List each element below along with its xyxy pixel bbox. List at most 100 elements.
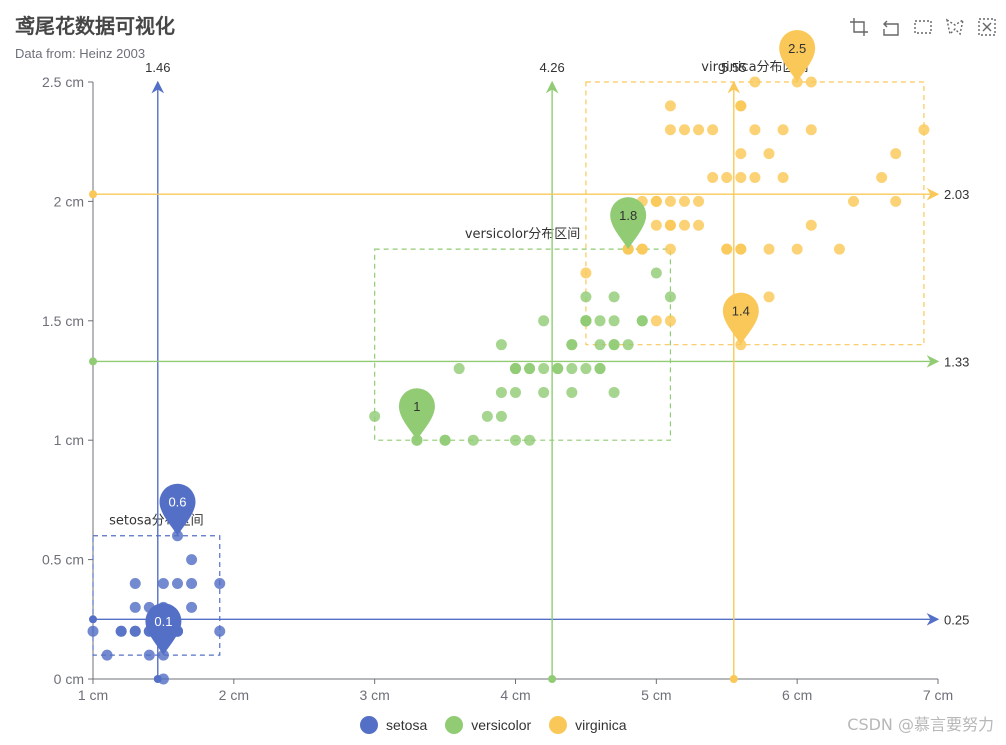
mark-line-y-label-setosa: 0.25 [944, 612, 969, 627]
data-point-virginica [848, 195, 859, 207]
data-point-virginica [777, 172, 789, 184]
mark-point-label-versicolor: 1.8 [619, 208, 637, 223]
legend-item-versicolor[interactable]: versicolor [445, 716, 531, 734]
data-point-versicolor [453, 363, 465, 375]
data-point-versicolor [608, 315, 620, 327]
mark-line-x-label-versicolor: 4.26 [539, 60, 564, 75]
data-point-versicolor [538, 315, 550, 327]
x-tick-label: 5 cm [641, 687, 671, 703]
legend-item-virginica[interactable]: virginica [549, 716, 627, 734]
data-point-versicolor [664, 291, 676, 303]
data-point-versicolor [636, 315, 648, 327]
data-point-setosa [214, 625, 226, 637]
chart-title: 鸢尾花数据可视化 [15, 14, 175, 38]
data-point-virginica [664, 195, 676, 207]
data-point-virginica [650, 219, 662, 231]
mark-point-pin-setosa [159, 483, 196, 536]
y-tick-label: 0.5 cm [42, 552, 84, 568]
data-point-virginica [735, 148, 747, 160]
legend-item-setosa[interactable]: setosa [360, 716, 427, 734]
data-point-versicolor [439, 434, 451, 446]
mark-line-y-label-versicolor: 1.33 [944, 354, 969, 369]
mark-point-pin-setosa [145, 603, 182, 656]
data-point-virginica [693, 219, 705, 231]
data-point-virginica [693, 124, 705, 136]
data-point-virginica [679, 219, 690, 231]
data-point-virginica [679, 124, 690, 136]
data-point-virginica [664, 124, 676, 136]
data-point-versicolor [566, 386, 578, 398]
data-point-virginica [735, 172, 747, 184]
clear-select-icon[interactable] [976, 16, 998, 38]
mark-point-pin-versicolor [398, 388, 435, 441]
data-point-virginica [650, 315, 662, 327]
data-point-virginica [664, 100, 676, 112]
mark-area-setosa [92, 535, 221, 656]
data-point-versicolor [510, 434, 521, 446]
data-point-setosa [115, 625, 127, 637]
data-point-versicolor [566, 339, 578, 351]
mark-point-pin-virginica [779, 30, 816, 83]
mark-point-label-setosa: 0.1 [154, 614, 172, 629]
mark-point-label-versicolor: 1 [413, 399, 420, 414]
mark-line-x-label-setosa: 1.46 [145, 60, 170, 75]
y-tick-label: 1 cm [54, 432, 84, 448]
data-point-virginica [664, 219, 676, 231]
data-point-virginica [735, 243, 747, 255]
data-point-virginica [693, 195, 705, 207]
x-tick-label: 2 cm [219, 687, 249, 703]
data-point-virginica [777, 124, 789, 136]
data-point-versicolor [524, 434, 536, 446]
data-point-versicolor [369, 410, 381, 422]
data-point-virginica [707, 172, 719, 184]
data-point-virginica [707, 124, 719, 136]
data-point-setosa [186, 554, 198, 566]
lasso-select-icon[interactable] [944, 16, 966, 38]
rect-select-icon[interactable] [912, 16, 934, 38]
legend-label-versicolor: versicolor [471, 717, 532, 733]
data-point-versicolor [467, 434, 479, 446]
mark-area-label-virginica: virginica分布区间 [701, 60, 808, 75]
data-point-virginica [679, 195, 690, 207]
data-point-versicolor [650, 267, 662, 279]
data-point-virginica [636, 243, 648, 255]
y-tick-label: 2.5 cm [42, 74, 84, 90]
data-point-versicolor [524, 363, 536, 375]
x-tick-label: 3 cm [359, 687, 389, 703]
mark-area-virginica [585, 81, 925, 346]
data-point-virginica [791, 243, 803, 255]
data-point-setosa [186, 601, 198, 613]
data-point-virginica [749, 172, 761, 184]
x-tick-label: 7 cm [923, 687, 953, 703]
data-point-versicolor [495, 410, 507, 422]
x-tick-label: 1 cm [78, 687, 108, 703]
legend-marker-virginica [549, 716, 568, 734]
mark-point-pin-versicolor [610, 197, 647, 250]
x-tick-label: 4 cm [500, 687, 530, 703]
data-point-versicolor [580, 363, 592, 375]
chart-legend: setosa versicolor virginica [360, 716, 627, 734]
mark-area-label-versicolor: versicolor分布区间 [465, 227, 580, 242]
legend-marker-setosa [360, 716, 378, 734]
data-point-versicolor [510, 386, 521, 398]
data-point-versicolor [566, 363, 578, 375]
data-point-versicolor [538, 363, 550, 375]
data-point-virginica [876, 172, 888, 184]
data-point-versicolor [495, 339, 507, 351]
zoom-reset-icon[interactable] [880, 16, 902, 38]
data-point-versicolor [580, 315, 592, 327]
zoom-icon[interactable] [848, 16, 870, 38]
data-point-virginica [763, 148, 775, 160]
data-point-versicolor [580, 291, 592, 303]
mark-point-label-setosa: 0.6 [168, 495, 186, 510]
data-point-versicolor [594, 339, 606, 351]
mark-area-versicolor [374, 248, 672, 441]
data-point-virginica [749, 76, 761, 88]
data-point-setosa [157, 673, 169, 685]
data-point-versicolor [608, 339, 620, 351]
data-point-virginica [805, 124, 817, 136]
y-tick-label: 1.5 cm [42, 313, 84, 329]
data-point-virginica [664, 315, 676, 327]
data-point-setosa [87, 625, 99, 637]
